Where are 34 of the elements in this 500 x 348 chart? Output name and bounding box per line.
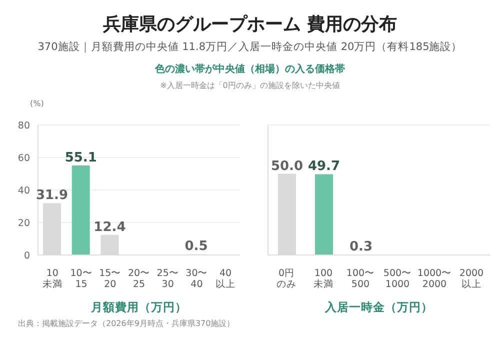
x-tick-label: 100 未満 [314, 268, 334, 290]
x-tick-label: 10 未満 [42, 268, 62, 290]
x-axis-title: 月額費用（万円） [90, 300, 187, 314]
data-label: 0.3 [349, 240, 373, 255]
x-tick-label: 100〜 500 [346, 268, 375, 290]
chart-subtitle: 370施設｜月額費用の中央値 11.8万円／入居一時金の中央値 20万円（有料185施設） [36, 40, 464, 54]
y-tick-label: 20 [18, 218, 30, 229]
x-tick-label: 25〜 30 [156, 268, 179, 290]
x-tick-label: 500〜 1000 [383, 268, 412, 290]
x-tick-label: 40 以上 [216, 268, 236, 290]
text: ※入居一時金は「0円のみ」の施設を除いた中央値 [159, 80, 341, 91]
y-tick-label: 80 [18, 120, 30, 132]
x-tick-label: 20〜 25 [128, 268, 150, 290]
x-tick-label: 1000〜 2000 [417, 268, 452, 290]
data-label: 12.4 [94, 220, 126, 235]
x-axis-title: 入居一時金（万円） [324, 300, 433, 314]
bar [72, 165, 90, 255]
x-tick-label: 15〜 20 [99, 268, 122, 290]
x-tick-label: 2000 以上 [459, 268, 484, 290]
x-tick-label: 0円のみ [276, 268, 296, 290]
data-label: 49.7 [308, 159, 340, 174]
source-note: 出典：掲載施設データ（2026年9月時点・兵庫県370施設） [18, 318, 235, 329]
data-label: 55.1 [64, 150, 97, 166]
x-tick-label: 10〜 15 [70, 268, 92, 290]
x-tick-label: 30〜 40 [186, 268, 208, 290]
text: 色の濃い帯が中央値（相場）の入る価格帯 [154, 62, 346, 76]
y-tick-label: 0 [24, 250, 30, 262]
y-tick-label: 40 [18, 185, 30, 196]
data-label: 31.9 [36, 188, 68, 204]
data-label: 50.0 [270, 158, 304, 174]
chart-title: 兵庫県のグループホーム 費用の分布 [102, 13, 398, 36]
y-tick-label: 60 [18, 152, 30, 164]
data-label: 0.5 [184, 239, 208, 254]
y-axis-title: (%) [30, 99, 44, 108]
